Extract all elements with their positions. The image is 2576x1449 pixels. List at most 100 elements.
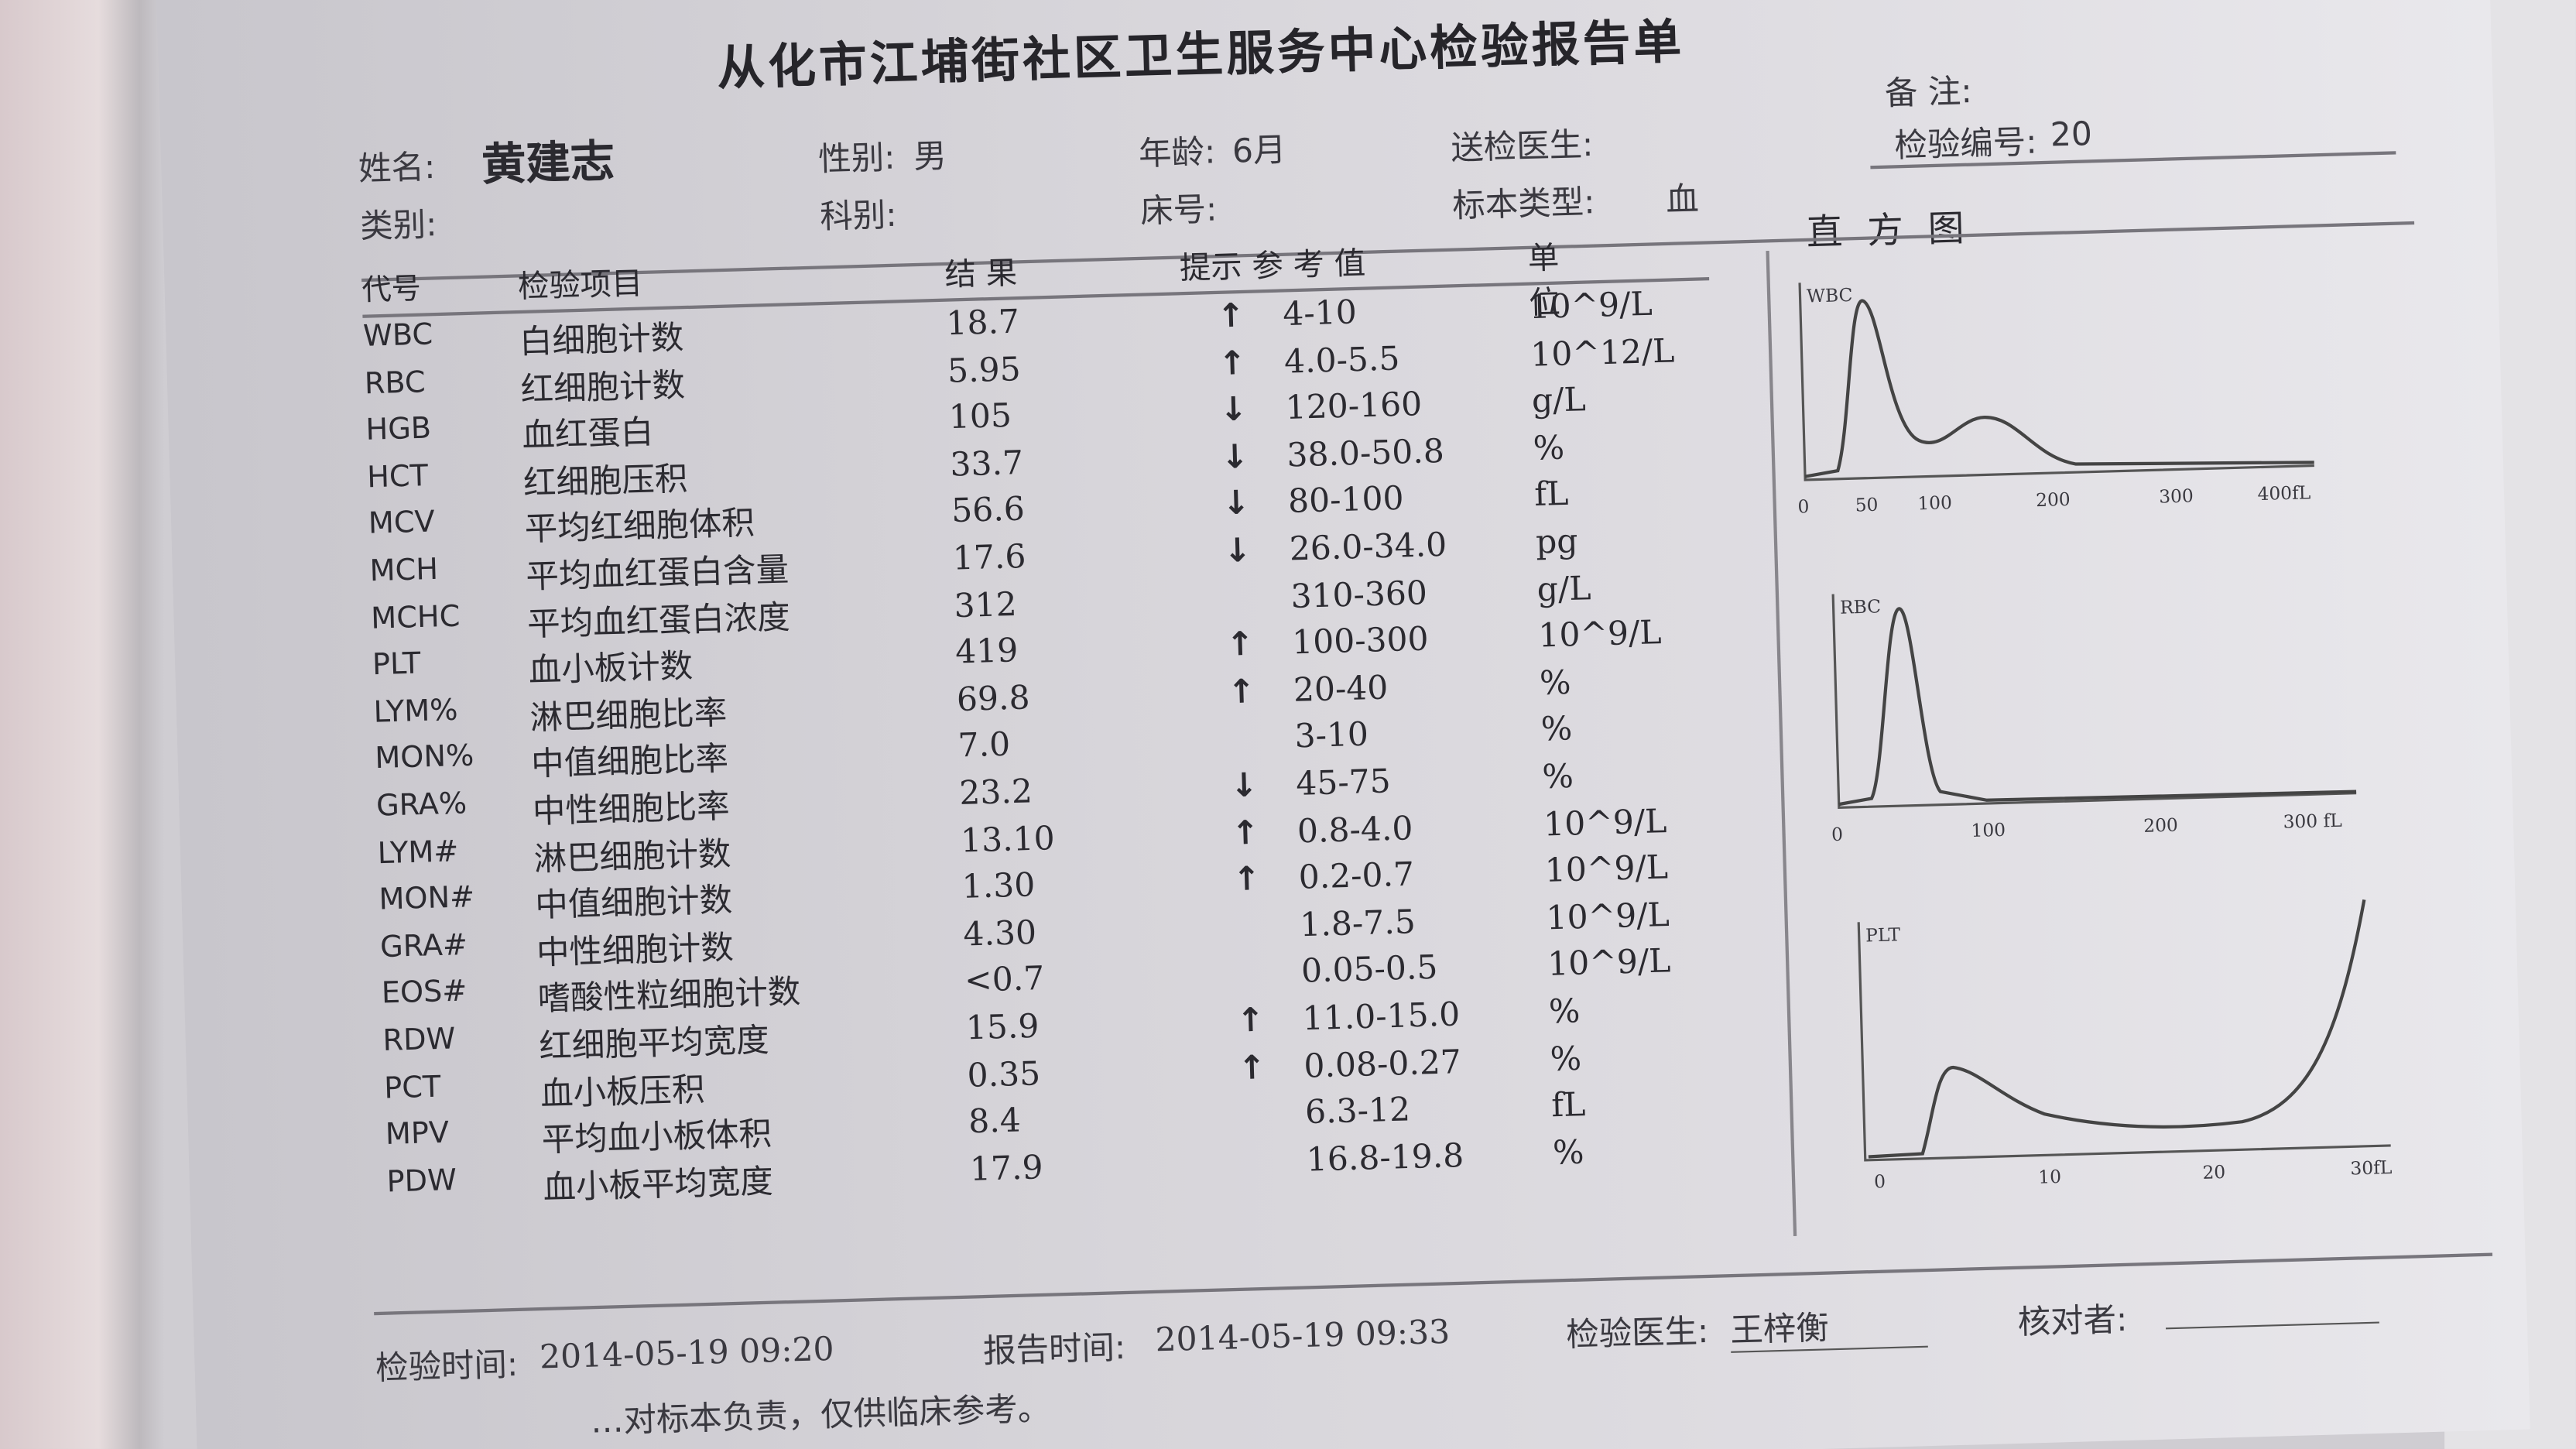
cell-flag: ↑ xyxy=(1227,670,1256,711)
header-flag-ref: 提示 参 考 值 xyxy=(1179,245,1366,287)
cell-code: HGB xyxy=(365,411,432,448)
cell-result: 1.30 xyxy=(961,865,1036,906)
cell-flag: ↑ xyxy=(1236,999,1266,1040)
wbc-axes xyxy=(1798,283,2314,481)
cell-ref: 310-360 xyxy=(1290,571,1428,615)
plt-tick: 10 xyxy=(2038,1166,2061,1188)
sex-value: 男 xyxy=(913,135,947,176)
report-time-label: 报告时间: xyxy=(982,1327,1126,1371)
cell-ref: 20-40 xyxy=(1293,666,1389,710)
cell-result: 15.9 xyxy=(965,1005,1040,1047)
cell-item: 红细胞计数 xyxy=(520,364,686,409)
cell-item: 血小板计数 xyxy=(528,646,694,690)
cell-ref: 11.0-15.0 xyxy=(1302,994,1461,1038)
sex-label: 性别: xyxy=(817,137,896,179)
checker-value xyxy=(2164,1285,2379,1330)
cell-code: PLT xyxy=(372,646,422,683)
cell-flag: ↑ xyxy=(1231,811,1260,852)
rbc-tick: 300 fL xyxy=(2283,810,2342,833)
cell-code: MON% xyxy=(374,739,474,777)
cell-item: 平均血小板体积 xyxy=(541,1113,772,1160)
cell-unit: 10^9/L xyxy=(1537,612,1663,656)
cell-flag: ↓ xyxy=(1223,529,1252,570)
histogram-title: 直 方 图 xyxy=(1806,209,1971,255)
dept-label: 科别: xyxy=(819,194,898,237)
cell-flag: ↑ xyxy=(1232,858,1262,899)
cell-code: PDW xyxy=(386,1163,457,1200)
plt-tick: 0 xyxy=(1874,1170,1886,1192)
cell-unit: 10^9/L xyxy=(1544,847,1669,890)
cell-result: <0.7 xyxy=(964,958,1045,1001)
cell-flag: ↓ xyxy=(1221,482,1251,523)
cell-flag: ↑ xyxy=(1216,295,1245,336)
cell-unit: fL xyxy=(1550,1084,1586,1125)
cell-result: 7.0 xyxy=(957,724,1011,766)
specimen-value: 血 xyxy=(1665,178,1700,220)
cell-result: 69.8 xyxy=(956,677,1031,719)
cell-item: 白细胞计数 xyxy=(519,317,684,361)
doctor-label: 送检医生: xyxy=(1450,124,1595,168)
cell-ref: 4.0-5.5 xyxy=(1283,337,1401,381)
cell-ref: 0.8-4.0 xyxy=(1297,807,1413,851)
cell-result: 33.7 xyxy=(949,442,1024,484)
age-value: 6月 xyxy=(1231,129,1287,171)
cell-code: WBC xyxy=(362,317,433,355)
cell-code: LYM% xyxy=(373,693,459,730)
cell-result: 8.4 xyxy=(968,1100,1022,1142)
cell-code: GRA% xyxy=(375,786,468,824)
cell-ref: 0.05-0.5 xyxy=(1300,947,1439,992)
report-title: 从化市江埔街社区卫生服务中心检验报告单 xyxy=(716,13,1686,97)
report-time: 2014-05-19 09:33 xyxy=(1154,1311,1451,1359)
cell-code: LYM# xyxy=(377,834,459,871)
cell-unit: 10^9/L xyxy=(1547,940,1672,985)
name-label: 姓名: xyxy=(358,146,436,189)
cell-flag: ↓ xyxy=(1219,389,1249,430)
cell-result: 5.95 xyxy=(947,348,1022,390)
cell-code: MCV xyxy=(368,505,436,543)
wbc-tick: 200 xyxy=(2036,488,2071,511)
cell-flag: ↓ xyxy=(1229,764,1259,805)
cell-result: 105 xyxy=(948,395,1012,437)
header-code: 代号 xyxy=(361,272,422,309)
cell-result: 0.35 xyxy=(966,1053,1041,1094)
cell-result: 23.2 xyxy=(958,771,1033,813)
cell-ref: 3-10 xyxy=(1293,714,1369,756)
cell-item: 血红蛋白 xyxy=(521,412,654,456)
patient-name: 黄建志 xyxy=(481,136,616,192)
cell-unit: 10^9/L xyxy=(1528,283,1653,327)
cell-item: 中性细胞比率 xyxy=(532,786,731,831)
plt-tick: 20 xyxy=(2202,1161,2225,1184)
test-time: 2014-05-19 09:20 xyxy=(539,1328,835,1377)
sample-no-value: 20 xyxy=(2050,113,2093,155)
cell-item: 血小板平均宽度 xyxy=(542,1160,774,1207)
age-label: 年龄: xyxy=(1138,131,1216,173)
cell-ref: 100-300 xyxy=(1291,618,1430,663)
cell-ref: 120-160 xyxy=(1285,384,1423,428)
cell-code: RDW xyxy=(382,1022,456,1059)
cell-result: 419 xyxy=(954,630,1019,672)
wbc-tick: 100 xyxy=(1917,492,1952,514)
cell-unit: % xyxy=(1549,1037,1582,1078)
wbc-tick: 400fL xyxy=(2257,481,2311,505)
lab-report-paper: 从化市江埔街社区卫生服务中心检验报告单 备 注: 姓名: 黄建志 性别: 男 年… xyxy=(156,0,2530,1449)
cell-unit: g/L xyxy=(1536,567,1592,608)
plt-curve xyxy=(1868,899,2366,1159)
cell-ref: 80-100 xyxy=(1287,478,1405,522)
cell-ref: 1.8-7.5 xyxy=(1299,901,1416,944)
disclaimer: …对标本负责，仅供临床参考。 xyxy=(590,1388,1051,1441)
cell-item: 平均红细胞体积 xyxy=(524,503,755,550)
cell-result: 18.7 xyxy=(945,301,1020,343)
rbc-curve xyxy=(1838,607,2357,807)
cell-code: PCT xyxy=(383,1069,441,1106)
cell-ref: 0.08-0.27 xyxy=(1303,1040,1462,1085)
cell-code: MCH xyxy=(369,552,439,589)
cell-code: MCHC xyxy=(370,598,461,636)
cell-result: 13.10 xyxy=(960,817,1056,860)
cell-result: 17.9 xyxy=(969,1146,1044,1189)
cell-item: 中值细胞比率 xyxy=(530,738,729,784)
cell-code: HCT xyxy=(366,458,429,495)
wbc-tick: 300 xyxy=(2159,485,2194,507)
plt-label: PLT xyxy=(1865,923,1901,946)
cell-unit: % xyxy=(1548,990,1581,1031)
wbc-histogram: WBC 0 50 100 200 300 400fL xyxy=(1797,283,2314,518)
